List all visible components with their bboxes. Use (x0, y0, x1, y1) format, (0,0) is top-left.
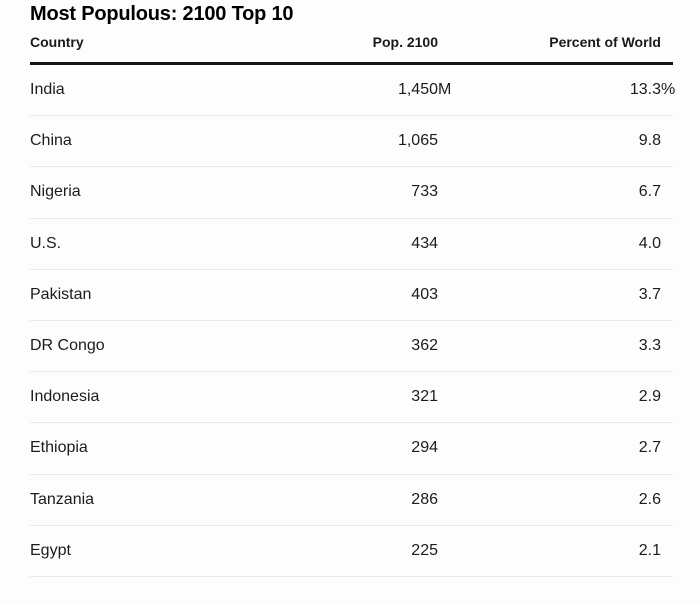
table-row: Ethiopia 294 2.7 (30, 423, 673, 475)
percent-value: 2.9 (638, 388, 661, 406)
percent-value: 2.1 (638, 541, 661, 559)
country-cell: Pakistan (30, 285, 92, 303)
table-row: China 1,065 9.8 (30, 116, 673, 168)
percent-value: 13.3 (629, 81, 661, 99)
pop-cell: 294 (230, 439, 438, 457)
table-row: Pakistan 403 3.7 (30, 270, 673, 321)
pop-cell: 225 (230, 542, 438, 560)
pop-value: 733 (411, 183, 438, 201)
percent-cell: 2.1 (438, 542, 661, 560)
percent-cell: 2.6 (438, 491, 661, 509)
pop-cell: 362 (230, 337, 438, 355)
population-table: Country Pop. 2100 Percent of World India… (30, 26, 676, 577)
table-row: Egypt 225 2.1 (30, 526, 673, 577)
percent-value: 2.6 (638, 490, 661, 508)
col-header-country: Country (30, 34, 84, 50)
table-row: DR Congo 362 3.3 (30, 321, 673, 373)
table-row: Tanzania 286 2.6 (30, 475, 673, 526)
pop-cell: 321 (230, 388, 438, 406)
percent-cell: 9.8 (438, 132, 661, 150)
col-header-percent-of-world: Percent of World (549, 34, 661, 50)
pop-value: 321 (411, 388, 438, 406)
pop-value: 286 (411, 490, 438, 508)
table-row: India 1,450M 13.3% (30, 65, 676, 117)
percent-cell: 6.7 (438, 183, 661, 201)
col-header-pop-2100: Pop. 2100 (372, 34, 438, 50)
percent-value: 9.8 (638, 132, 661, 150)
table-row: Indonesia 321 2.9 (30, 372, 673, 424)
country-cell: Indonesia (30, 388, 100, 406)
table-row: Nigeria 733 6.7 (30, 167, 673, 219)
pop-cell: 1,450M (397, 81, 452, 99)
country-cell: China (30, 132, 72, 150)
percent-cell: 3.3 (438, 337, 661, 355)
table-header-row: Country Pop. 2100 Percent of World (30, 26, 673, 65)
country-cell: Tanzania (30, 490, 95, 508)
pop-value: 1,065 (397, 132, 438, 150)
percent-value: 3.3 (638, 337, 661, 355)
pop-value: 403 (411, 285, 438, 303)
percent-value: 2.7 (638, 439, 661, 457)
pop-value: 225 (411, 541, 438, 559)
pop-value: 434 (411, 234, 438, 252)
country-cell: Nigeria (30, 183, 81, 201)
country-cell: U.S. (30, 234, 62, 252)
percent-value: 4.0 (638, 234, 661, 252)
pop-cell: 1,065 (230, 132, 438, 150)
pop-cell: 403 (230, 286, 438, 304)
table-row: U.S. 434 4.0 (30, 219, 673, 270)
table-card: Most Populous: 2100 Top 10 Country Pop. … (30, 3, 676, 577)
pop-value: 1,450 (397, 81, 438, 99)
pop-cell: 733 (230, 183, 438, 201)
pop-cell: 434 (230, 235, 438, 253)
percent-cell: 2.9 (438, 388, 661, 406)
percent-cell: 13.3% (629, 81, 676, 99)
page-title: Most Populous: 2100 Top 10 (30, 3, 294, 25)
percent-cell: 3.7 (438, 286, 661, 304)
percent-cell: 4.0 (438, 235, 661, 253)
percent-value: 6.7 (638, 183, 661, 201)
percent-value: 3.7 (638, 285, 661, 303)
country-cell: Ethiopia (30, 439, 88, 457)
country-cell: Egypt (30, 541, 71, 559)
country-cell: DR Congo (30, 337, 105, 355)
pop-value: 362 (411, 337, 438, 355)
percent-cell: 2.7 (438, 439, 661, 457)
country-cell: India (30, 81, 65, 99)
pop-value: 294 (411, 439, 438, 457)
pop-cell: 286 (230, 491, 438, 509)
table-body: India 1,450M 13.3% China 1,065 9.8 Niger… (30, 65, 676, 577)
